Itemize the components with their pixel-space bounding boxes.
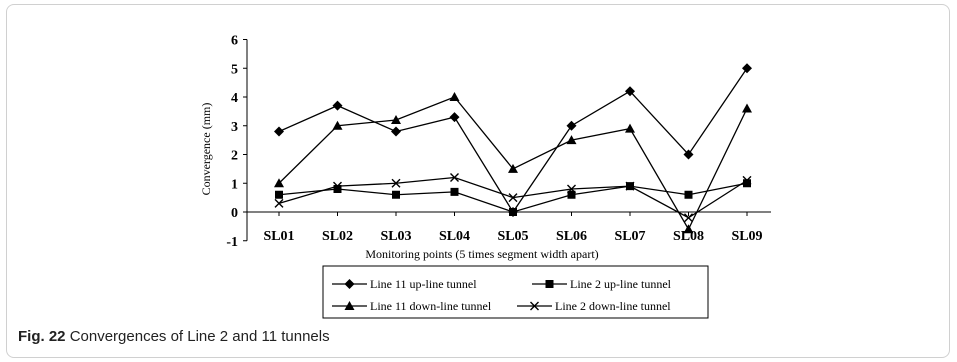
legend-item: Line 2 down-line tunnel	[517, 299, 671, 313]
x-axis-title: Monitoring points (5 times segment width…	[365, 247, 598, 261]
legend-marker	[545, 280, 554, 288]
legend-box	[322, 265, 709, 319]
data-point	[625, 181, 635, 191]
data-point	[684, 213, 693, 223]
data-point	[275, 190, 283, 199]
chart-series-layer	[274, 63, 752, 234]
x-tick-label: SL06	[556, 229, 587, 244]
data-point	[450, 187, 459, 196]
data-point	[742, 175, 752, 185]
x-tick-label: SL09	[731, 229, 762, 244]
figure-label: Fig. 22	[18, 328, 66, 345]
legend-marker	[530, 301, 539, 311]
y-tick-label: 0	[231, 206, 238, 221]
data-point	[508, 163, 518, 173]
x-tick-label: SL01	[263, 229, 294, 244]
data-point	[392, 190, 400, 199]
data-point	[742, 103, 752, 113]
data-point	[449, 92, 460, 101]
x-tick-label: SL05	[497, 229, 528, 244]
data-point	[391, 178, 401, 188]
y-tick-label: 5	[231, 62, 238, 77]
legend-label: Line 11 down-line tunnel	[370, 299, 492, 313]
data-point	[683, 224, 694, 234]
data-point	[391, 115, 401, 124]
data-point	[391, 126, 401, 137]
data-point	[509, 208, 517, 216]
legend-marker	[344, 279, 355, 289]
data-point	[684, 190, 693, 199]
series-4	[274, 173, 752, 223]
data-point	[743, 179, 751, 188]
data-point	[567, 184, 576, 194]
data-point	[274, 178, 284, 188]
legend-item: Line 2 up-line tunnel	[532, 277, 672, 291]
x-tick-label: SL04	[439, 229, 470, 244]
figure-caption-text: Convergences of Line 2 and 11 tunnels	[69, 328, 330, 345]
legend-item: Line 11 up-line tunnel	[332, 277, 477, 291]
y-tick-label: 4	[231, 91, 238, 106]
data-point	[449, 112, 460, 123]
data-point	[333, 185, 342, 193]
data-point	[332, 100, 343, 111]
data-point	[625, 86, 635, 97]
legend-marker	[344, 301, 355, 310]
y-tick-label: 1	[231, 177, 238, 192]
chart-legend: Line 11 up-line tunnel Line 2 up-line tun…	[322, 265, 709, 319]
legend-label: Line 2 down-line tunnel	[555, 299, 671, 313]
y-tick-label: 2	[231, 149, 238, 164]
chart-axes: -1 0 1 2 3 4 5 6 SL01 SL02 SL03 SL04 SL05 SL06 SL07 SL0…	[226, 34, 771, 250]
data-point	[683, 149, 694, 160]
legend-label: Line 11 up-line tunnel	[370, 277, 477, 291]
x-tick-label: SL07	[614, 229, 645, 244]
x-tick-label: SL03	[380, 229, 411, 244]
x-tick-label: SL02	[322, 229, 353, 244]
figure-caption: Fig. 22 Convergences of Line 2 and 11 tu…	[18, 328, 330, 345]
y-tick-label: 3	[231, 120, 238, 135]
y-tick-label: -1	[226, 235, 238, 250]
data-point	[742, 63, 752, 74]
data-point	[333, 181, 342, 191]
data-point	[332, 120, 343, 130]
data-point	[450, 173, 459, 182]
data-point	[274, 126, 284, 137]
x-tick-label: SL08	[673, 229, 704, 244]
data-point	[508, 193, 518, 203]
legend-item: Line 11 down-line tunnel	[332, 299, 492, 313]
data-point	[567, 190, 576, 199]
y-axis-title: Convergence (mm)	[199, 103, 213, 196]
data-point	[566, 135, 577, 145]
data-point	[274, 198, 284, 208]
series-3	[274, 92, 752, 234]
y-tick-label: 6	[231, 34, 238, 49]
data-point	[625, 123, 635, 133]
data-point	[566, 120, 577, 131]
legend-label: Line 2 up-line tunnel	[570, 277, 672, 291]
